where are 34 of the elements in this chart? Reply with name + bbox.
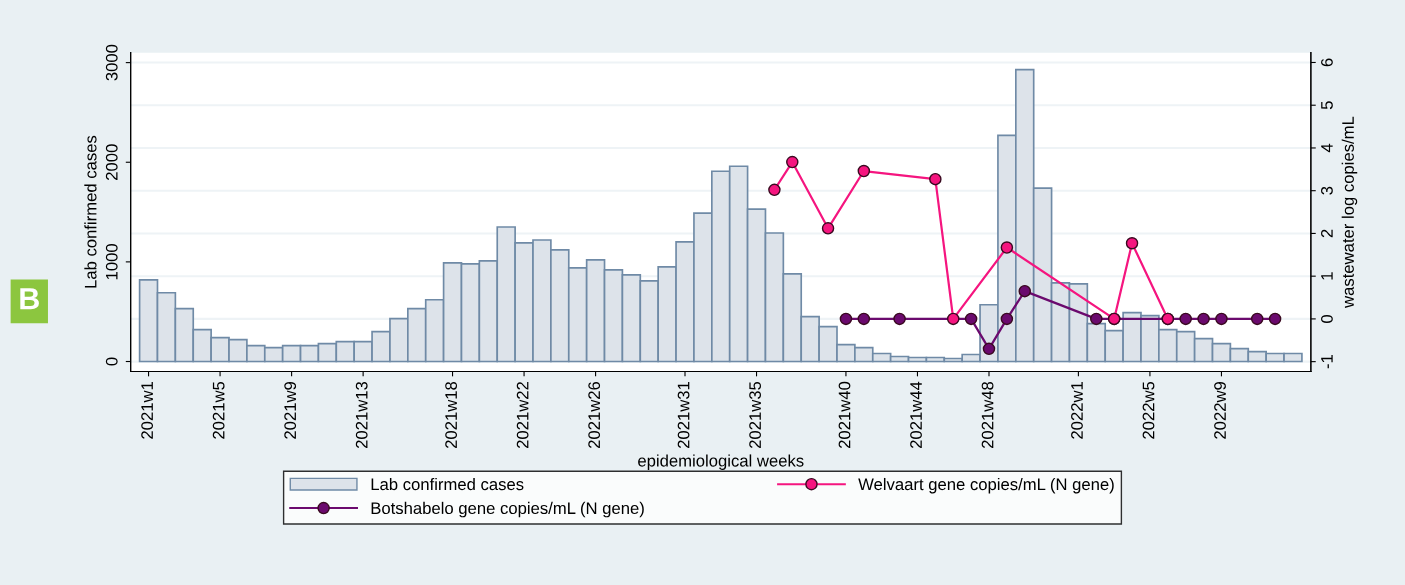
x-tick-label: 2021w35 [749,381,761,448]
x-tick-label: 2021w31 [677,382,690,448]
x-tick-label: 2021w48 [981,381,994,448]
y-tick-label: 3000 [105,44,118,81]
y2-tick-label: 5 [1321,101,1333,110]
y2-tick-label: 6 [1321,58,1333,67]
legend-label: Welvaart gene copies/mL (N gene) [858,477,1114,494]
x-tick-label: 2021w5 [212,381,225,439]
y2-tick-label: -1 [1321,355,1333,369]
y-tick-label: 0 [105,357,118,366]
x-tick-label: 2021w22 [516,382,529,448]
x-tick-label: 2021w9 [284,381,297,439]
x-axis-title: epidemiological weeks [638,454,804,470]
y2-tick-label: 1 [1321,272,1333,280]
x-tick-label: 2021w13 [355,381,368,448]
y2-tick-label: 3 [1321,186,1333,195]
legend-label: Lab confirmed cases [371,477,524,491]
x-tick-label: 2021w1 [141,382,154,439]
y-tick-label: 2000 [105,144,118,180]
x-tick-label: 2022w5 [1142,381,1155,439]
x-tick-label: 2021w18 [445,381,458,448]
y2-axis-title: wastewater log copies/mL [1341,116,1358,308]
x-tick-label: 2021w40 [838,381,851,448]
y2-tick-label: 2 [1321,229,1333,238]
x-tick-label: 2021w26 [588,381,601,448]
x-tick-label: 2021w44 [910,381,922,448]
x-tick-label: 2022w9 [1214,381,1226,439]
x-tick-label: 2022w1 [1071,382,1083,439]
y2-tick-label: 4 [1321,143,1333,153]
y2-tick-label: 0 [1321,314,1333,323]
y-tick-label: 1000 [105,243,118,280]
y-axis-title: Lab confirmed cases [84,135,97,288]
text: B [20,288,39,310]
legend-label: Botshabelo gene copies/mL (N gene) [371,501,644,518]
